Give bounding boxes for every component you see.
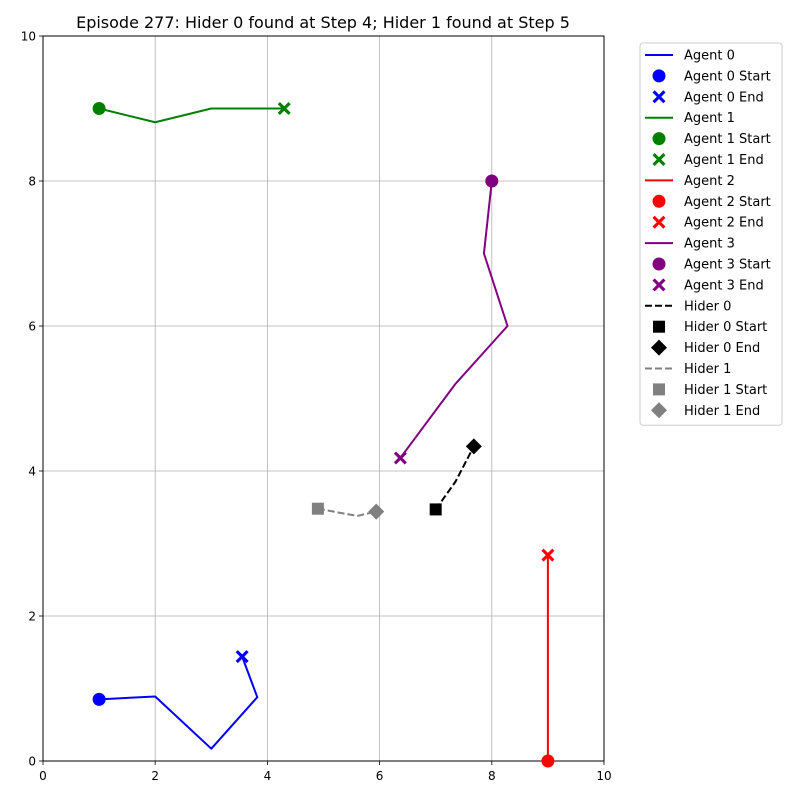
hider-0-series [429, 438, 482, 516]
x-tick-label: 8 [488, 769, 496, 783]
legend-label: Agent 1 Start [684, 132, 771, 147]
legend-label: Hider 1 [684, 362, 731, 377]
legend-label: Hider 0 End [684, 341, 760, 356]
x-tick-label: 0 [39, 769, 47, 783]
legend-entry: Agent 2 Start [652, 194, 771, 210]
x-axis: 0 2 4 6 8 10 [39, 761, 612, 783]
legend-label: Agent 2 [684, 174, 735, 189]
legend-entry: Hider 1 End [651, 402, 760, 419]
legend-label: Agent 3 Start [684, 258, 771, 273]
hider-0-end-marker [465, 438, 482, 455]
hider-0-legend-start-marker [653, 320, 665, 333]
agent-0-legend-end-marker [652, 90, 666, 104]
hider-0-legend-end-marker [651, 339, 667, 356]
hider-1-start-marker [311, 502, 324, 515]
agent-0-series [92, 650, 259, 750]
legend-entry: Agent 3 [645, 237, 735, 252]
legend-label: Agent 0 [684, 49, 735, 64]
legend-box [639, 42, 783, 426]
legend-entry: Agent 2 [645, 174, 735, 189]
y-tick-label: 10 [21, 30, 36, 44]
agent-1-path [98, 107, 285, 124]
agent-2-start-marker [541, 754, 555, 768]
agent-2-legend-start-marker [652, 194, 666, 208]
hider-1-legend-end-marker [651, 402, 667, 419]
agent-1-legend-start-marker [652, 132, 666, 146]
hider-0-path [434, 445, 475, 511]
legend-entry: Agent 0 [645, 49, 735, 64]
agent-0-start-marker [92, 692, 106, 706]
legend-entry: Hider 0 [645, 299, 731, 314]
legend-label: Hider 1 Start [684, 383, 767, 398]
legend-entry: Hider 1 [645, 362, 731, 377]
hider-1-legend-start-marker [653, 383, 665, 396]
x-tick-label: 4 [264, 769, 272, 783]
legend-label: Hider 0 [684, 299, 731, 314]
legend-entry: Hider 0 End [651, 339, 760, 356]
agent-1-legend-end-marker [652, 153, 666, 166]
legend-entry: Hider 0 Start [653, 320, 767, 335]
legend-label: Agent 1 [684, 111, 735, 126]
plot-spines [42, 35, 605, 762]
hider-1-end-marker [368, 503, 385, 520]
hider-1-series [311, 502, 385, 520]
hider-0-start-marker [429, 503, 442, 516]
legend-label: Agent 0 Start [684, 69, 771, 84]
legend-entry: Agent 1 [645, 111, 735, 126]
legend-entry: Agent 2 End [652, 215, 764, 231]
legend-entry: Agent 0 End [652, 90, 764, 105]
agent-0-path [99, 656, 259, 750]
agent-0-end-marker [235, 650, 249, 664]
series-layer [92, 102, 555, 768]
legend-entry: Agent 0 Start [652, 69, 771, 84]
legend-entry: Agent 3 End [652, 278, 764, 293]
legend-label: Hider 1 End [684, 404, 760, 419]
y-tick-label: 8 [28, 175, 36, 189]
agent-1-series [92, 102, 291, 124]
agent-3-legend-start-marker [652, 257, 666, 271]
y-tick-label: 2 [28, 610, 36, 624]
legend-entry: Agent 3 Start [652, 257, 771, 273]
agent-3-start-marker [485, 174, 499, 188]
legend-label: Agent 2 Start [684, 195, 771, 210]
agent-0-legend-start-marker [652, 69, 666, 83]
agent-3-legend-end-marker [652, 278, 666, 292]
grid-lines [42, 35, 605, 762]
legend-entry: Hider 1 Start [653, 383, 767, 398]
agent-2-legend-end-marker [652, 215, 666, 229]
legend-label: Agent 3 End [684, 278, 764, 293]
chart-title: Episode 277: Hider 0 found at Step 4; Hi… [76, 13, 570, 32]
x-tick-label: 10 [596, 769, 611, 783]
agent-1-end-marker [277, 102, 291, 115]
legend-label: Agent 0 End [684, 90, 764, 105]
legend-label: Agent 2 End [684, 216, 764, 231]
agent-3-end-marker [393, 451, 407, 465]
agent-1-start-marker [92, 102, 106, 115]
legend-label: Agent 1 End [684, 153, 764, 168]
legend-entry: Agent 1 Start [652, 132, 771, 147]
y-tick-label: 6 [28, 320, 36, 334]
legend-label: Agent 3 [684, 237, 735, 252]
agent-3-path [399, 180, 509, 459]
y-tick-label: 0 [28, 755, 36, 769]
agent-2-end-marker [541, 548, 555, 562]
y-axis: 0 2 4 6 8 10 [21, 30, 43, 769]
agent-2-series [541, 548, 555, 768]
legend-entry: Agent 1 End [652, 153, 764, 168]
y-tick-label: 4 [28, 465, 36, 479]
legend-label: Hider 0 Start [684, 320, 767, 335]
legend: Agent 0 Agent 0 Start Agent 0 End Agent 1 Ag… [639, 42, 783, 426]
plot-frame [42, 35, 605, 762]
x-tick-label: 2 [151, 769, 159, 783]
agent-3-series [393, 174, 509, 465]
x-tick-label: 6 [376, 769, 384, 783]
